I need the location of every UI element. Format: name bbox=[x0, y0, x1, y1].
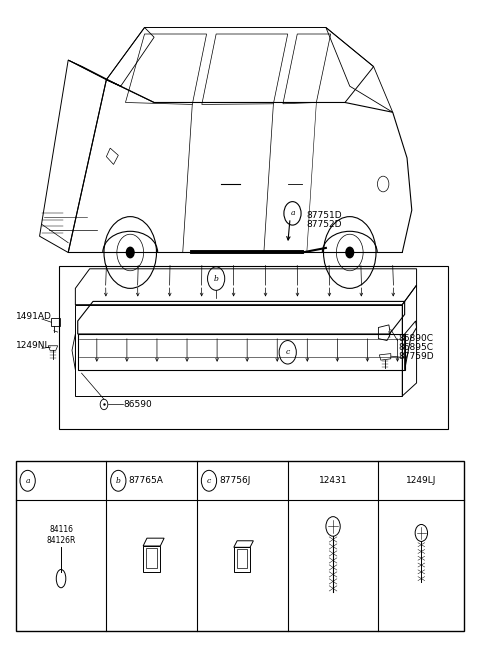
Text: 87752D: 87752D bbox=[307, 220, 342, 229]
Text: b: b bbox=[116, 477, 121, 485]
Text: c: c bbox=[286, 348, 290, 356]
Text: 1249LJ: 1249LJ bbox=[406, 476, 436, 485]
Text: 86890C: 86890C bbox=[398, 334, 433, 343]
Text: 1249NL: 1249NL bbox=[16, 341, 50, 350]
Circle shape bbox=[126, 248, 134, 257]
Text: 84116: 84116 bbox=[49, 525, 73, 534]
Text: 86895C: 86895C bbox=[398, 343, 433, 352]
Text: a: a bbox=[290, 210, 295, 217]
Text: 87759D: 87759D bbox=[398, 352, 434, 362]
Text: 87756J: 87756J bbox=[219, 476, 251, 485]
Text: 84126R: 84126R bbox=[47, 536, 76, 545]
Text: 12431: 12431 bbox=[319, 476, 348, 485]
Text: 86590: 86590 bbox=[123, 400, 152, 409]
Circle shape bbox=[346, 248, 354, 257]
Text: a: a bbox=[25, 477, 30, 485]
Text: 87765A: 87765A bbox=[129, 476, 164, 485]
Text: 87751D: 87751D bbox=[307, 211, 342, 220]
Text: 1491AD: 1491AD bbox=[16, 312, 51, 321]
Text: b: b bbox=[214, 274, 218, 282]
Text: c: c bbox=[207, 477, 211, 485]
